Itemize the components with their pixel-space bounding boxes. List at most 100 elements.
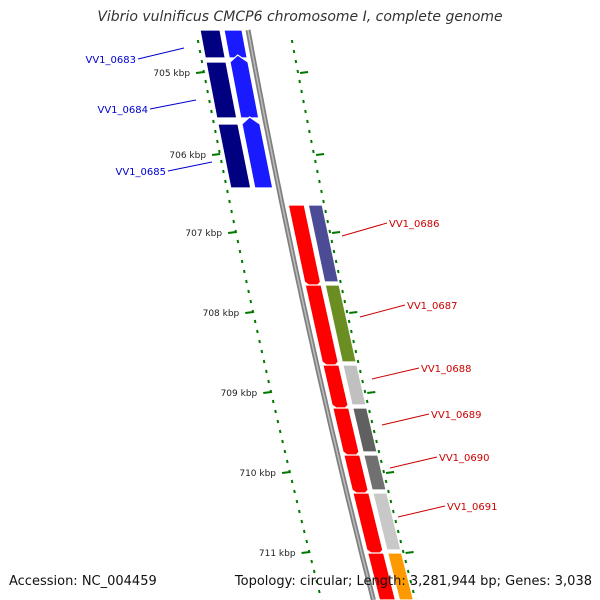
tick-mark (392, 509, 395, 514)
kbp-label: 705 kbp (153, 69, 190, 79)
tick-mark (318, 179, 321, 184)
label-leader-line (167, 161, 213, 172)
tick-mark (267, 379, 270, 384)
tick-mark (300, 519, 304, 524)
tick-mark (382, 469, 386, 474)
tick-mark (294, 59, 298, 64)
major-tick (315, 153, 325, 156)
map-title: Vibrio vulnificus CMCP6 chromosome I, co… (97, 9, 503, 25)
tick-mark (300, 89, 303, 94)
label-leader-line (397, 505, 446, 518)
tick-mark (216, 139, 219, 144)
major-tick (195, 71, 205, 74)
tick-mark (326, 219, 329, 224)
major-tick (299, 71, 309, 74)
tick-mark (345, 309, 349, 314)
tick-mark (238, 249, 242, 254)
reverse-gene-label: VV1_0687 (407, 301, 458, 312)
cog-category-band (351, 407, 378, 453)
feature-labels: 705 kbp 706 kbp 707 kbp 708 kbp 709 kbp 710 k… (86, 47, 498, 559)
major-tick (301, 551, 310, 554)
label-leader-line (341, 222, 388, 237)
tick-mark (206, 89, 209, 94)
tick-mark (377, 449, 381, 454)
tick-mark (281, 439, 284, 444)
tick-mark (350, 329, 353, 334)
forward-cds-arrow (241, 116, 274, 189)
tick-mark (334, 259, 338, 264)
kbp-label: 710 kbp (239, 469, 276, 479)
genome-backbone (245, 29, 376, 600)
tick-mark (315, 579, 319, 584)
tick-mark (379, 459, 383, 464)
tick-mark (222, 169, 225, 174)
tick-mark (308, 129, 311, 134)
cog-category-band (372, 492, 402, 551)
tick-mark (306, 119, 309, 124)
tick-mark (253, 319, 257, 324)
tick-mark (242, 269, 246, 274)
major-tick (367, 391, 376, 394)
tick-mark (365, 399, 369, 404)
kbp-label: 709 kbp (221, 389, 258, 399)
tick-mark (271, 399, 275, 404)
cog-category-band (342, 364, 367, 406)
tick-mark (404, 559, 408, 564)
reverse-gene-label: VV1_0688 (421, 364, 472, 375)
tick-mark (240, 259, 244, 264)
tick-mark (343, 299, 347, 304)
tick-mark (332, 249, 336, 254)
tick-mark (322, 199, 325, 204)
major-tick (227, 231, 237, 234)
tick-mark (298, 509, 301, 514)
cog-category-band (324, 284, 357, 363)
tick-mark (230, 209, 233, 214)
reverse-gene-label: VV1_0690 (439, 453, 490, 464)
tick-mark (409, 579, 413, 584)
tick-mark (302, 529, 306, 534)
tick-mark (245, 279, 248, 284)
kbp-label: 706 kbp (169, 151, 206, 161)
tick-mark (292, 49, 296, 54)
kbp-label: 708 kbp (203, 309, 240, 319)
accession-text: Accession: NC_004459 (9, 574, 157, 589)
tick-mark (396, 529, 400, 534)
tick-mark (212, 119, 215, 124)
tick-mark (283, 449, 287, 454)
forward-gene-band (199, 29, 226, 59)
tick-mark (314, 159, 317, 164)
tick-mark (278, 429, 282, 434)
tick-mark (310, 559, 314, 564)
tick-mark (316, 169, 319, 174)
tick-mark (328, 229, 332, 234)
tick-mark (317, 589, 321, 594)
kbp-label: 707 kbp (185, 229, 222, 239)
tick-mark (293, 489, 296, 494)
tick-mark (330, 239, 334, 244)
forward-gene-label: VV1_0684 (98, 105, 149, 116)
tick-mark (232, 219, 235, 224)
tick-mark (285, 459, 289, 464)
tick-mark (310, 139, 313, 144)
major-tick (281, 471, 291, 474)
tick-mark (341, 289, 344, 294)
tick-mark (290, 39, 294, 44)
tick-mark (220, 159, 223, 164)
kbp-label: 711 kbp (259, 549, 296, 559)
tick-mark (224, 179, 227, 184)
tick-mark (339, 279, 342, 284)
tick-mark (228, 199, 231, 204)
tick-mark (370, 419, 374, 424)
tick-mark (352, 339, 355, 344)
tick-mark (298, 79, 301, 84)
reverse-gene-label: VV1_0689 (431, 410, 482, 421)
tick-mark (258, 339, 261, 344)
forward-cds-arrow (229, 54, 260, 119)
tick-mark (336, 269, 340, 274)
major-tick (405, 551, 414, 554)
tick-mark (320, 189, 323, 194)
label-leader-line (381, 413, 430, 426)
tick-mark (276, 419, 280, 424)
tick-mark (372, 429, 376, 434)
